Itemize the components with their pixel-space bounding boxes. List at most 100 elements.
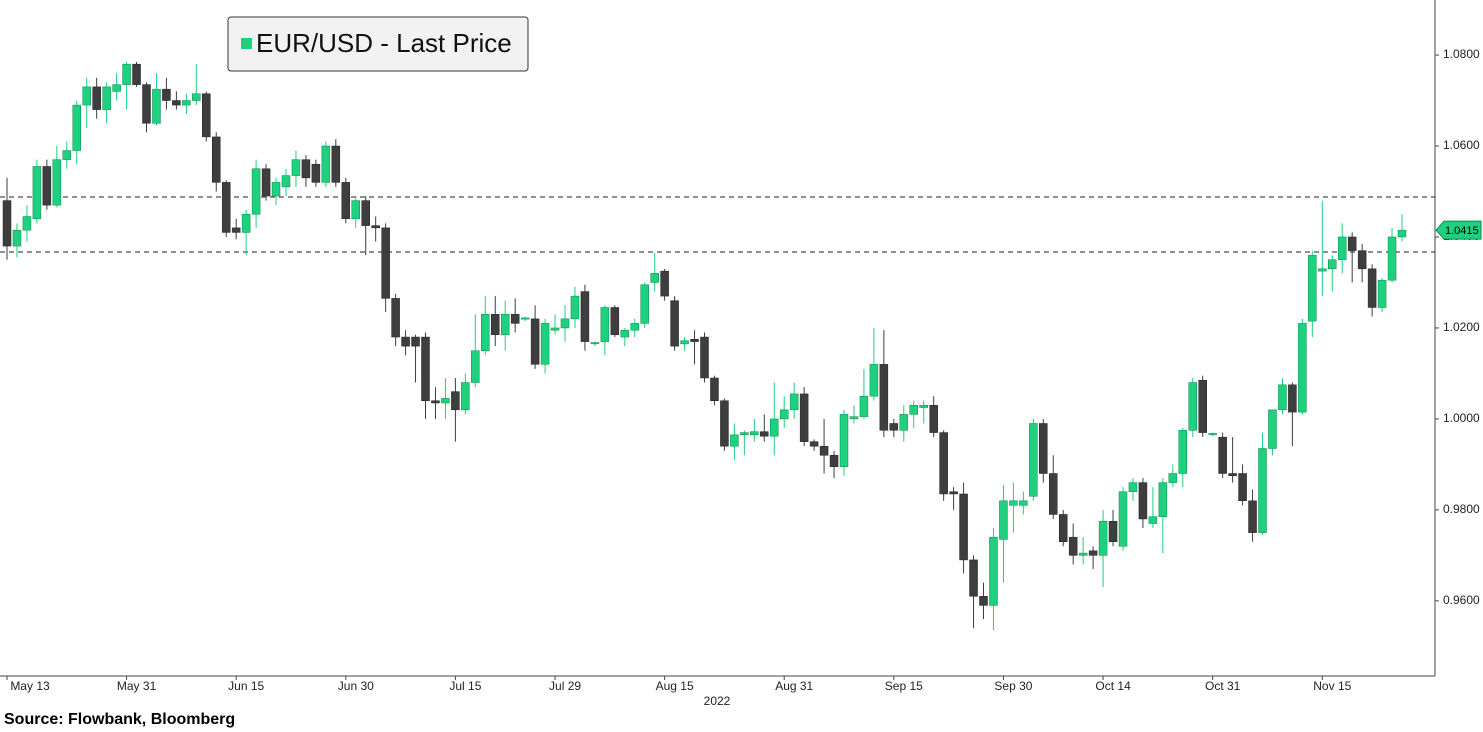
candle-body [192,93,201,101]
x-tick-label: Oct 14 [1095,679,1131,693]
candle-body [1357,250,1367,270]
candle-body [1068,536,1078,556]
candle-body [351,200,360,220]
candle-body [202,93,211,138]
candle-body [52,159,62,206]
candle-body [730,434,739,447]
legend-box [227,16,529,72]
candle-body [500,314,510,336]
candle-body [550,327,560,331]
x-tick-label: Aug 31 [775,679,813,693]
candle-body [481,314,490,351]
candle-body [720,400,729,447]
candle-body [869,364,879,397]
candle-body [1337,236,1347,260]
candle-body [371,225,380,229]
candle-body [1138,482,1148,520]
x-tick-label: Nov 15 [1313,679,1351,693]
candle-body [1009,500,1018,506]
candle-body [1228,473,1237,477]
candle-body [1238,473,1247,502]
candle-body [62,150,72,160]
candle-body [32,166,42,220]
candle-body [849,416,859,420]
candles [2,61,1407,631]
candle-body [959,493,968,561]
candle-body [162,88,171,101]
candle-body [431,400,440,404]
candle-body [421,336,430,401]
candle-body [1198,380,1207,433]
candle-body [241,213,251,233]
candle-body [939,432,948,495]
candle-body [212,136,221,183]
candle-body [172,100,181,106]
candle-body [710,377,719,401]
candle-body [1258,448,1267,533]
candle-body [540,323,550,365]
candle-body [829,455,839,467]
candle-body [809,441,819,447]
candle-body [1128,482,1138,492]
candle-body [182,100,191,106]
candle-body [740,432,749,436]
candle-body [291,159,301,176]
x-tick-label: Oct 31 [1205,679,1241,693]
legend-label: EUR/USD - Last Price [256,28,512,58]
candle-body [361,200,370,226]
candle-body [690,339,699,342]
candle-body [799,393,809,442]
candle-body [341,182,351,220]
candle-body [610,307,620,336]
candle-body [1268,409,1277,449]
candle-body [1218,436,1227,474]
candle-body [451,391,460,411]
x-axis-year: 2022 [704,694,731,708]
candle-body [22,216,32,231]
candle-body [1347,236,1357,251]
candle-body [461,382,470,411]
candle-body [271,182,281,197]
candle-body [660,270,669,297]
candle-body [221,182,231,233]
candle-body [1098,521,1108,556]
candle-body [510,314,520,324]
candle-body [1387,236,1397,281]
candle-body [1377,279,1387,308]
candle-body [102,86,111,110]
candle-body [112,84,121,92]
candle-body [1278,384,1287,411]
candle-body [859,395,869,417]
x-tick-label: Jul 29 [549,679,581,693]
candle-body [2,200,12,247]
y-tick-label: 1.0200 [1443,320,1480,334]
last-price-label: 1.0415 [1445,225,1479,237]
candle-body [471,350,480,383]
y-tick-label: 1.0600 [1443,138,1480,152]
candle-body [251,168,261,215]
candle-body [12,229,22,247]
candle-body [1158,482,1168,517]
candle-body [1328,259,1337,270]
candle-body [401,336,410,347]
candle-body [899,414,909,431]
candle-body [650,273,659,283]
candle-body [879,364,889,431]
candle-body [381,227,390,299]
candle-body [750,431,759,436]
x-tick-label: Aug 15 [656,679,694,693]
candle-body [1058,514,1068,542]
candle-body [281,175,291,188]
candle-body [1049,473,1058,515]
candle-body [1367,268,1377,308]
candle-body [889,423,899,431]
candle-body [570,295,580,320]
last-price-tag [1435,220,1482,240]
candle-body [839,414,849,467]
candle-body [700,336,709,379]
y-tick-label: 0.9800 [1443,502,1480,516]
candle-body [1188,382,1197,431]
candle-body [989,536,998,606]
candle-body [630,323,639,331]
